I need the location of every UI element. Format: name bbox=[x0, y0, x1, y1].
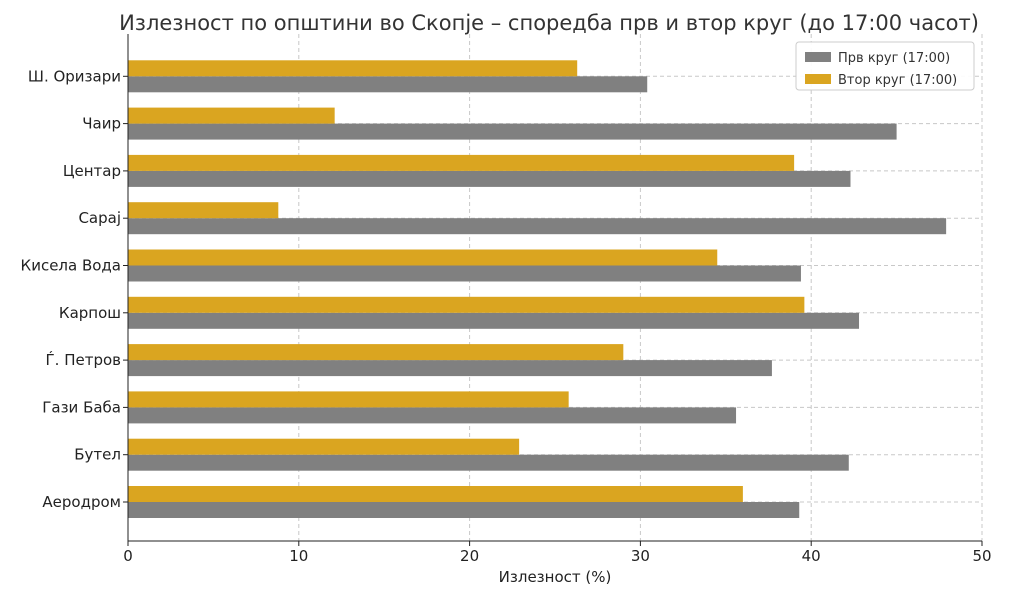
y-tick-label: Гази Баба bbox=[42, 398, 121, 416]
bar-first-round bbox=[128, 123, 897, 140]
axes bbox=[127, 34, 982, 542]
legend: Прв круг (17:00) Втор круг (17:00) bbox=[795, 41, 975, 91]
bar-second-round bbox=[128, 60, 578, 77]
legend-box bbox=[795, 41, 975, 91]
bar-second-round bbox=[128, 486, 743, 502]
bar-second-round bbox=[128, 249, 718, 266]
legend-swatch bbox=[805, 74, 831, 84]
legend-swatch bbox=[805, 52, 831, 62]
bar-first-round bbox=[128, 360, 772, 377]
x-tick-label: 20 bbox=[460, 547, 479, 565]
bar-first-round bbox=[128, 218, 947, 235]
bar-second-round bbox=[128, 391, 569, 408]
bar-first-round bbox=[128, 502, 800, 518]
bar-second-round bbox=[128, 438, 520, 455]
bar-first-round bbox=[128, 170, 851, 187]
x-tick-label: 50 bbox=[972, 547, 991, 565]
bar-first-round bbox=[128, 312, 860, 329]
bars bbox=[128, 60, 947, 518]
bar-first-round bbox=[128, 76, 648, 93]
y-tick-label: Аеродром bbox=[42, 493, 121, 511]
chart-title: Излезност по општини во Скопје – споредб… bbox=[119, 11, 979, 35]
bar-second-round bbox=[128, 296, 805, 313]
y-tick-label: Карпош bbox=[59, 304, 121, 322]
bar-first-round bbox=[128, 454, 849, 471]
x-tick-label: 0 bbox=[123, 547, 133, 565]
y-tick-label: Центар bbox=[63, 162, 121, 180]
y-tick-label: Бутел bbox=[74, 446, 121, 464]
y-tick-label: Ѓ. Петров bbox=[46, 350, 121, 369]
legend-label: Прв круг (17:00) bbox=[838, 51, 950, 66]
x-tick-label: 10 bbox=[289, 547, 308, 565]
x-tick-label: 30 bbox=[631, 547, 650, 565]
y-tick-label: Чаир bbox=[82, 115, 121, 133]
legend-label: Втор круг (17:00) bbox=[838, 73, 957, 88]
bar-second-round bbox=[128, 202, 279, 219]
bar-second-round bbox=[128, 344, 624, 361]
bar-first-round bbox=[128, 265, 801, 282]
bar-second-round bbox=[128, 154, 795, 171]
bar-second-round bbox=[128, 107, 335, 124]
y-tick-label: Ш. Оризари bbox=[28, 67, 121, 85]
bar-first-round bbox=[128, 407, 737, 424]
x-tick-label: 40 bbox=[802, 547, 821, 565]
x-axis-label: Излезност (%) bbox=[499, 568, 612, 586]
y-tick-label: Кисела Вода bbox=[21, 257, 121, 275]
y-tick-label: Сарај bbox=[78, 209, 121, 227]
ticks: 0 10 20 30 40 50 Аеродром Бутел Гази Баба Ѓ. Петр… bbox=[21, 67, 992, 565]
